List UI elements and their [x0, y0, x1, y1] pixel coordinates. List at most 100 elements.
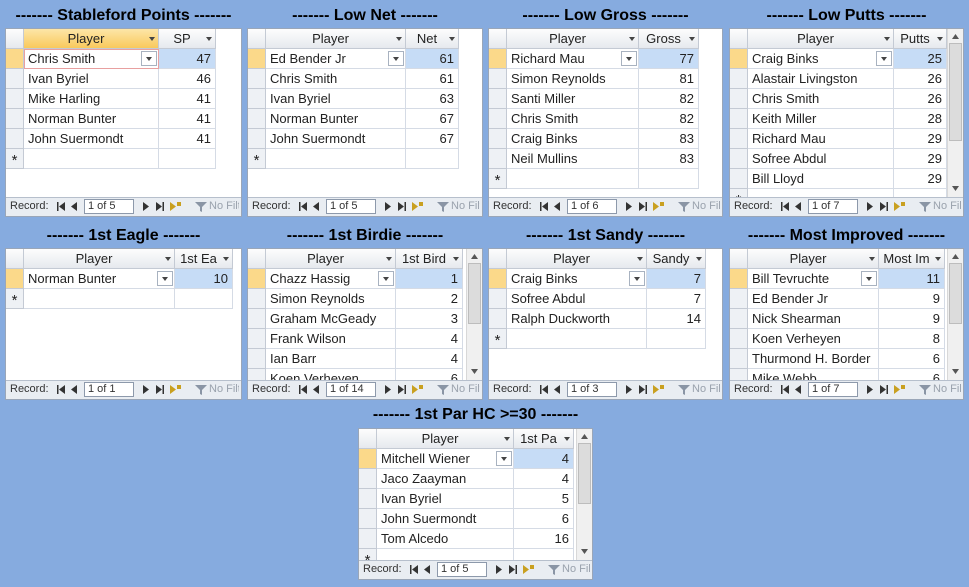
record-selector[interactable] [730, 169, 748, 189]
next-record[interactable] [625, 202, 633, 211]
player-cell[interactable]: Chris Smith [24, 49, 159, 69]
new-record-cell[interactable] [406, 149, 459, 169]
score-cell[interactable]: 83 [639, 129, 699, 149]
record-position[interactable]: 1 of 5 [326, 199, 376, 214]
new-record[interactable] [893, 385, 905, 394]
player-cell[interactable]: Nick Shearman [748, 309, 879, 329]
score-cell[interactable]: 7 [647, 289, 706, 309]
record-selector[interactable] [6, 269, 24, 289]
vertical-scrollbar[interactable] [466, 249, 482, 380]
player-cell[interactable]: Frank Wilson [266, 329, 396, 349]
filter-status[interactable]: No Filter [933, 200, 961, 212]
score-cell[interactable]: 6 [879, 349, 945, 369]
previous-record[interactable] [794, 202, 802, 211]
player-cell[interactable]: Mike Webb [748, 369, 879, 380]
player-cell[interactable]: Jaco Zaayman [377, 469, 514, 489]
record-selector[interactable] [248, 89, 266, 109]
player-cell[interactable]: Bill Lloyd [748, 169, 894, 189]
first-record[interactable] [298, 385, 308, 394]
score-cell[interactable]: 81 [639, 69, 699, 89]
record-selector[interactable] [359, 529, 377, 549]
sort-filter-arrow[interactable] [628, 35, 636, 43]
player-cell[interactable]: Craig Binks [507, 129, 639, 149]
score-cell[interactable]: 1 [396, 269, 463, 289]
filter-status[interactable]: No Filter [451, 200, 480, 212]
player-cell[interactable]: Chris Smith [748, 89, 894, 109]
next-record[interactable] [625, 385, 633, 394]
sort-filter-arrow[interactable] [563, 435, 571, 443]
score-cell[interactable]: 11 [879, 269, 945, 289]
scroll-down[interactable] [951, 368, 960, 375]
scroll-down[interactable] [470, 368, 479, 375]
player-cell[interactable]: Santi Miller [507, 89, 639, 109]
record-selector[interactable] [489, 129, 507, 149]
new-record-cell[interactable] [514, 549, 574, 560]
record-selector[interactable] [730, 349, 748, 369]
filter-status[interactable]: No Filter [692, 383, 720, 395]
score-cell[interactable]: 46 [159, 69, 216, 89]
last-record[interactable] [155, 385, 165, 394]
record-selector[interactable] [248, 349, 266, 369]
player-cell[interactable]: Ivan Byriel [266, 89, 406, 109]
score-cell[interactable]: 8 [879, 329, 945, 349]
column-header[interactable]: Player [377, 429, 514, 449]
record-selector[interactable] [489, 149, 507, 169]
filter-icon[interactable] [195, 201, 207, 213]
first-record[interactable] [298, 202, 308, 211]
sort-filter-arrow[interactable] [395, 35, 403, 43]
first-record[interactable] [780, 385, 790, 394]
record-selector[interactable] [248, 329, 266, 349]
first-record[interactable] [780, 202, 790, 211]
filter-icon[interactable] [437, 201, 449, 213]
record-position[interactable]: 1 of 7 [808, 199, 858, 214]
score-cell[interactable]: 29 [894, 129, 947, 149]
sort-filter-arrow[interactable] [688, 35, 696, 43]
player-cell[interactable]: Richard Mau [507, 49, 639, 69]
vertical-scrollbar[interactable] [576, 429, 592, 560]
scroll-thumb[interactable] [578, 443, 591, 504]
new-record-cell[interactable] [507, 169, 639, 189]
score-cell[interactable]: 4 [514, 449, 574, 469]
player-cell[interactable]: Ed Bender Jr [748, 289, 879, 309]
new-record-cell[interactable] [748, 189, 894, 197]
player-cell[interactable]: Norman Bunter [24, 109, 159, 129]
sort-filter-arrow[interactable] [205, 35, 213, 43]
sort-filter-arrow[interactable] [934, 255, 942, 263]
player-cell[interactable]: Neil Mullins [507, 149, 639, 169]
sort-filter-arrow[interactable] [222, 255, 230, 263]
sort-filter-arrow[interactable] [503, 435, 511, 443]
combo-dropdown-button[interactable] [861, 271, 877, 286]
sort-filter-arrow[interactable] [448, 35, 456, 43]
record-selector[interactable] [730, 289, 748, 309]
sort-filter-arrow[interactable] [695, 255, 703, 263]
player-cell[interactable]: Alastair Livingston [748, 69, 894, 89]
column-header[interactable]: 1st Pa [514, 429, 574, 449]
scroll-thumb[interactable] [468, 263, 481, 324]
player-cell[interactable]: Bill Tevruchte [748, 269, 879, 289]
next-record[interactable] [384, 202, 392, 211]
new-record-cell[interactable] [507, 329, 647, 349]
record-selector[interactable] [6, 89, 24, 109]
record-selector[interactable] [489, 109, 507, 129]
filter-icon[interactable] [437, 384, 449, 396]
next-record[interactable] [142, 385, 150, 394]
column-header[interactable]: Player [24, 29, 159, 49]
combo-dropdown-button[interactable] [141, 51, 157, 66]
record-selector[interactable] [730, 129, 748, 149]
scroll-thumb[interactable] [949, 43, 962, 141]
player-cell[interactable]: John Suermondt [266, 129, 406, 149]
record-selector[interactable] [730, 329, 748, 349]
scroll-up[interactable] [580, 433, 589, 440]
next-record[interactable] [866, 202, 874, 211]
score-cell[interactable]: 6 [396, 369, 463, 380]
score-cell[interactable]: 9 [879, 289, 945, 309]
record-selector[interactable] [248, 49, 266, 69]
previous-record[interactable] [70, 202, 78, 211]
score-cell[interactable]: 41 [159, 89, 216, 109]
record-selector[interactable] [489, 49, 507, 69]
combo-dropdown-button[interactable] [157, 271, 173, 286]
first-record[interactable] [56, 202, 66, 211]
player-cell[interactable]: Ralph Duckworth [507, 309, 647, 329]
player-cell[interactable]: Koen Verheyen [266, 369, 396, 380]
record-selector[interactable] [730, 309, 748, 329]
